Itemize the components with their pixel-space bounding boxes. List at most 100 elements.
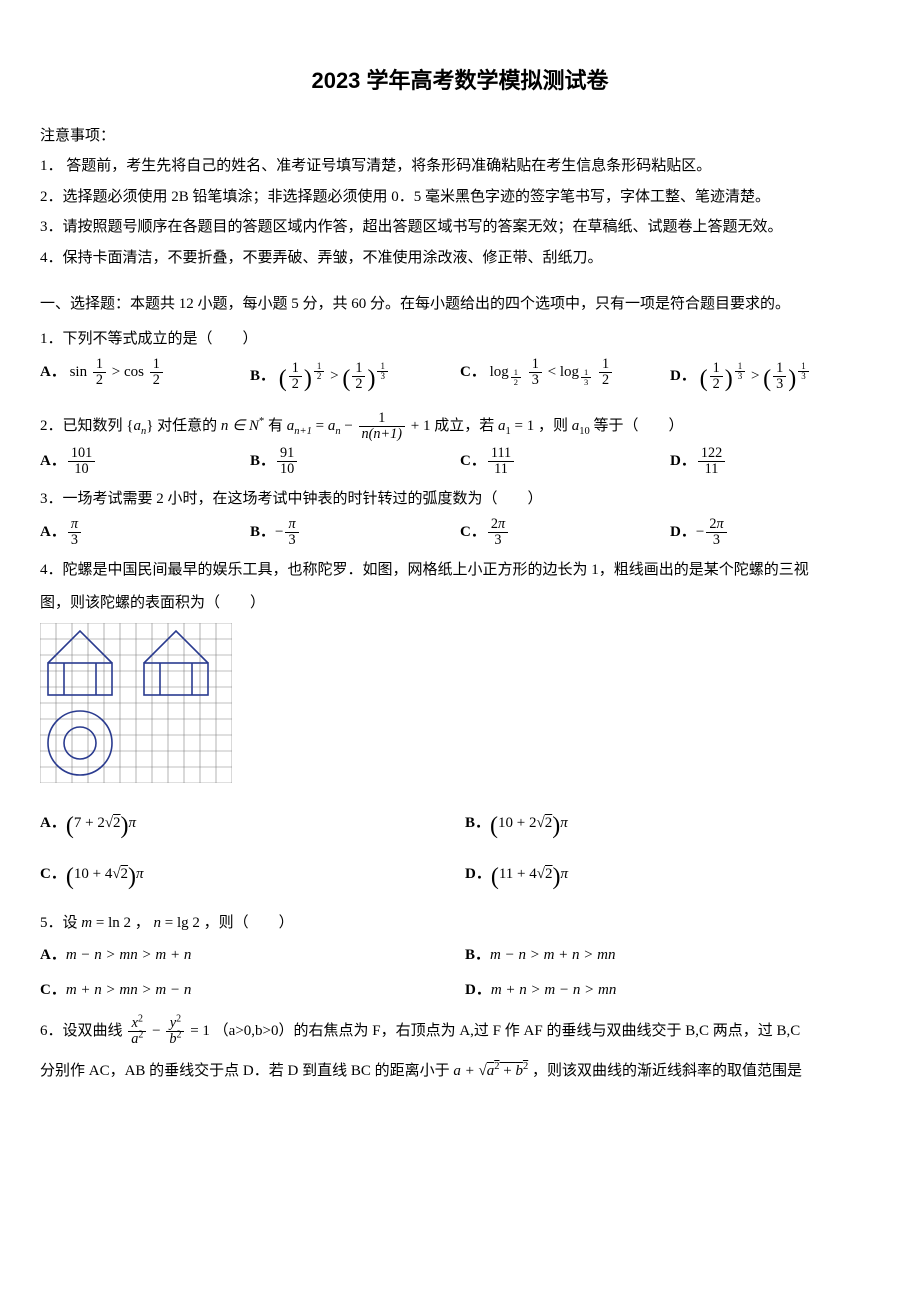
opt-label: A． (40, 947, 66, 963)
pi: π (68, 517, 81, 533)
minus: − (341, 418, 357, 434)
b: b (515, 1063, 523, 1079)
q4-opt-d: D．(11 + 4√2)π (465, 855, 880, 901)
sq: 2 (176, 1014, 181, 1025)
num: 111 (488, 446, 514, 462)
opt-label: B． (465, 947, 490, 963)
q1-opt-b: B． (12)12 > (12)13 (250, 357, 460, 403)
opt-label: D． (670, 368, 696, 384)
q3-opt-d: D．−2π3 (670, 517, 880, 548)
e-den: 2 (314, 372, 324, 381)
t: 6．设双曲线 (40, 1023, 126, 1039)
q6-stem-l2: 分别作 AC，AB 的垂线交于点 D．若 D 到直线 BC 的距离小于 a + … (40, 1057, 880, 1086)
den: 3 (529, 373, 542, 388)
s-den: 2 (511, 378, 521, 387)
r: 2 (545, 866, 553, 882)
sq: 2 (138, 1014, 143, 1025)
q4-stem-l2: 图，则该陀螺的表面积为（ ） (40, 589, 880, 618)
opt-label: D． (465, 866, 491, 882)
num: 91 (277, 446, 297, 462)
q3-opt-c: C．2π3 (460, 517, 670, 548)
t: 分别作 AC，AB 的垂线交于点 D．若 D 到直线 BC 的距离小于 (40, 1063, 453, 1079)
pi: π (560, 815, 568, 831)
opt-label: B． (250, 453, 275, 469)
minus: − (152, 1023, 164, 1039)
sq: 2 (138, 1030, 143, 1041)
sq: 2 (176, 1030, 181, 1041)
op: > (112, 364, 120, 380)
den: 2 (289, 377, 302, 392)
opt-label: C． (40, 866, 66, 882)
page-title: 2023 学年高考数学模拟测试卷 (40, 60, 880, 102)
section-one-head: 一、选择题：本题共 12 小题，每小题 5 分，共 60 分。在每小题给出的四个… (40, 290, 880, 319)
q1-opt-d: D． (12)13 > (13)13 (670, 357, 880, 403)
opt-label: A． (40, 815, 66, 831)
question-1: 1．下列不等式成立的是（ ） A． sin 12 > cos 12 B． (12… (40, 325, 880, 403)
den: 10 (68, 462, 95, 477)
fn: sin (70, 364, 88, 380)
neg: − (696, 524, 704, 540)
a: 10 (74, 866, 89, 882)
den: 3 (773, 377, 786, 392)
den: 2 (150, 373, 163, 388)
notes-block: 注意事项： 1． 答题前，考生先将自己的姓名、准考证号填写清楚，将条形码准确粘贴… (40, 122, 880, 273)
den: n(n+1) (359, 427, 405, 442)
expr: m − n > m + n > mn (490, 947, 616, 963)
opt-label: C． (40, 982, 66, 998)
q1-opt-a: A． sin 12 > cos 12 (40, 357, 250, 403)
op: > (330, 368, 338, 384)
den: 11 (698, 462, 725, 477)
q2-stem: 2．已知数列 {an} 对任意的 n ∈ N* 有 an+1 = an − 1n… (40, 411, 880, 442)
a: 10 (498, 815, 513, 831)
opt-label: C． (460, 364, 486, 380)
b: 2 (97, 815, 105, 831)
r: 2 (121, 866, 129, 882)
num: 1 (710, 361, 723, 377)
eq: = (312, 418, 328, 434)
t: 等于（ ） (590, 418, 684, 434)
a: 11 (499, 866, 513, 882)
q5-options: A．m − n > mn > m + n B．m − n > m + n > m… (40, 941, 880, 1004)
q5-opt-d: D．m + n > m − n > mn (465, 976, 880, 1005)
notes-item: 3．请按照题号顺序在各题目的答题区域内作答，超出答题区域书写的答案无效；在草稿纸… (40, 213, 880, 242)
expr: m + n > m − n > mn (491, 982, 617, 998)
num: 1 (150, 357, 163, 373)
den: 3 (706, 533, 726, 548)
notes-item: 2．选择题必须使用 2B 铅笔填涂；非选择题必须使用 0．5 毫米黑色字迹的签字… (40, 183, 880, 212)
pi: π (716, 516, 723, 532)
den: 2 (352, 377, 365, 392)
t: 5．设 (40, 915, 81, 931)
e-den: 3 (735, 372, 745, 381)
num: 1 (529, 357, 542, 373)
num: 122 (698, 446, 725, 462)
q3-opt-a: A．π3 (40, 517, 250, 548)
q2-opt-d: D．12211 (670, 446, 880, 477)
q1-options: A． sin 12 > cos 12 B． (12)12 > (12)13 C．… (40, 357, 880, 403)
q3-options: A．π3 B．−π3 C．2π3 D．−2π3 (40, 517, 880, 548)
nin: n ∈ N (221, 418, 259, 434)
den: 10 (277, 462, 297, 477)
q5-opt-a: A．m − n > mn > m + n (40, 941, 455, 970)
q5-opt-c: C．m + n > mn > m − n (40, 976, 455, 1005)
op: > (751, 368, 759, 384)
n: n (154, 915, 162, 931)
num: 101 (68, 446, 95, 462)
fn: cos (124, 364, 144, 380)
opt-label: B． (250, 524, 275, 540)
three-view-svg (40, 623, 232, 783)
t: ，则该双曲线的渐近线斜率的取值范围是 (528, 1063, 802, 1079)
s-den: 3 (581, 378, 591, 387)
num: 1 (289, 361, 302, 377)
expr: m + n > mn > m − n (66, 982, 192, 998)
opt-label: B． (465, 815, 490, 831)
den: 2 (599, 373, 612, 388)
pi: π (136, 866, 144, 882)
notes-item: 1． 答题前，考生先将自己的姓名、准考证号填写清楚，将条形码准确粘贴在考生信息条… (40, 152, 880, 181)
a: a (133, 418, 141, 434)
eq: = ln 2 ， (92, 915, 153, 931)
den: 3 (68, 533, 81, 548)
r: 2 (113, 815, 121, 831)
q2-opt-a: A．10110 (40, 446, 250, 477)
q1-stem: 1．下列不等式成立的是（ ） (40, 325, 880, 354)
t: 成立，若 (434, 418, 498, 434)
